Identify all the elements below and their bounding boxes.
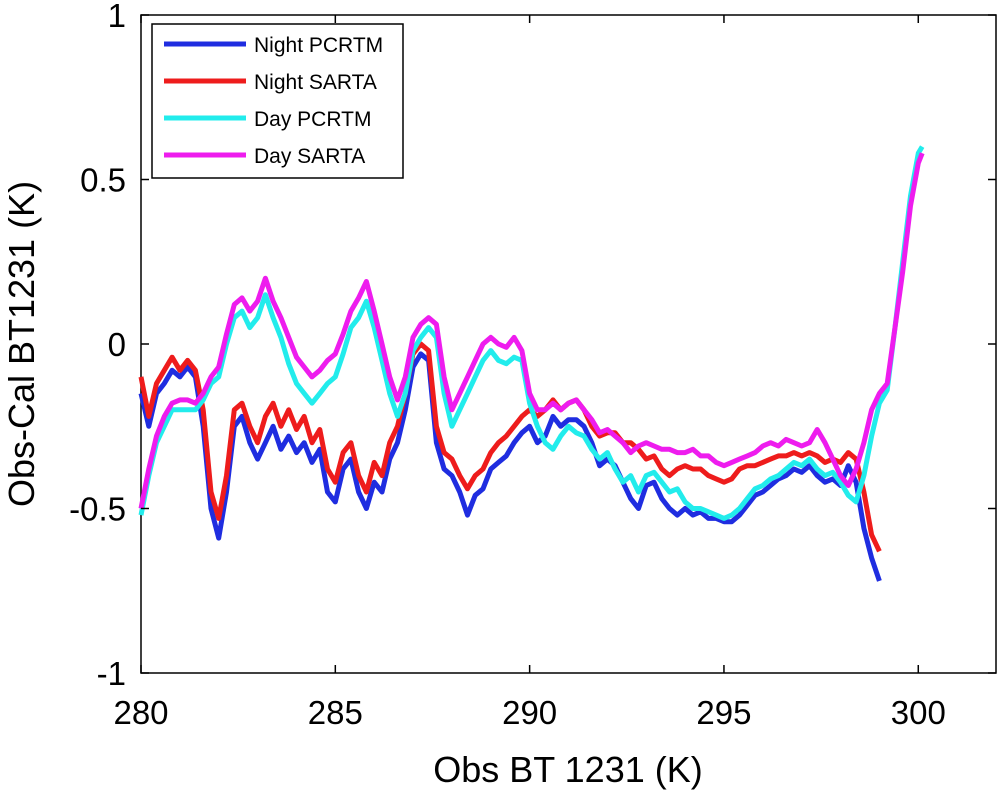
y-tick-label: -0.5 [69,491,126,528]
x-axis-label: Obs BT 1231 (K) [433,749,702,790]
y-tick-labels: -1 -0.5 0 0.5 1 [69,0,126,692]
series-line-1 [138,351,882,582]
y-tick-label: 1 [108,0,126,34]
y-tick-label: 0 [108,326,126,363]
axis-ticks [140,14,996,674]
legend-label-2: Night SARTA [254,71,377,94]
x-tick-label: 300 [891,694,946,731]
x-tick-labels: 280 285 290 295 300 [113,694,945,731]
x-tick-label: 285 [308,694,363,731]
legend-box [151,23,404,179]
y-axis-label: Obs-Cal BT1231 (K) [1,181,42,507]
series-line-2 [138,341,882,553]
legend-label-1: Night PCRTM [254,34,383,57]
x-tick-label: 280 [113,694,168,731]
legend-label-3: Day PCRTM [254,108,371,131]
y-tick-label: -1 [97,655,126,692]
x-tick-label: 290 [502,694,557,731]
series-line-3 [138,145,925,521]
plot-lines [138,145,925,582]
y-tick-label: 0.5 [80,162,126,199]
x-tick-label: 295 [696,694,751,731]
series-line-4 [138,152,925,509]
legend-label-4: Day SARTA [254,145,365,168]
legend: Night PCRTM Night SARTA Day PCRTM Day SARTA [151,23,404,179]
